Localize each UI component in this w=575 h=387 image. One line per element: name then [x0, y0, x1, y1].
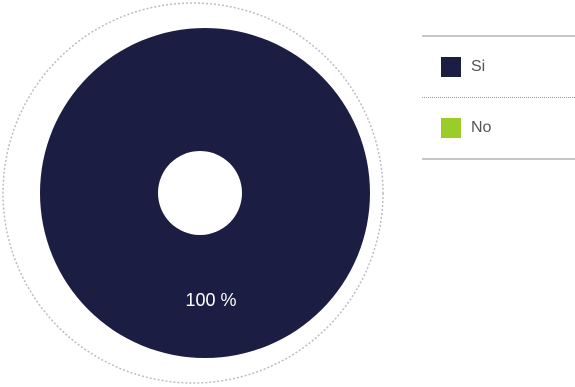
legend-item-no[interactable]: No: [422, 98, 575, 158]
legend-swatch-si: [441, 57, 461, 77]
legend-top-rule: [422, 35, 575, 37]
legend-divider: [422, 97, 575, 98]
legend-label-no: No: [471, 119, 492, 136]
legend-swatch-no: [441, 118, 461, 138]
slice-label-si: 100 %: [185, 290, 236, 310]
outer-dotted-ring: [2, 2, 384, 384]
donut-chart: 100 %: [2, 2, 384, 384]
legend-item-si[interactable]: Si: [422, 37, 575, 97]
legend-label-si: Si: [471, 58, 486, 75]
legend-bottom-rule: [422, 158, 575, 160]
chart-legend: Si No: [422, 35, 575, 160]
donut-hole: [158, 151, 242, 235]
